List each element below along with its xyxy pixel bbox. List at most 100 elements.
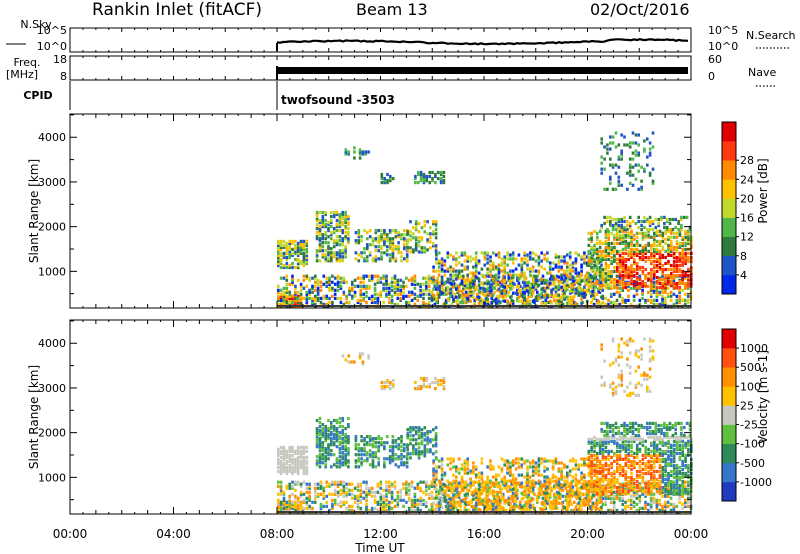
echo-cell [302,278,306,282]
echo-cell [279,253,283,257]
echo-cell [587,263,591,268]
echo-cell [521,286,525,290]
echo-cell [647,290,650,294]
echo-cell [658,286,662,290]
echo-cell [672,278,676,282]
echo-cell [526,253,529,257]
echo-cell [570,502,573,506]
echo-cell [403,455,406,459]
echo-cell [661,239,665,243]
echo-cell [643,169,646,173]
echo-cell [592,492,596,496]
echo-cell [319,506,323,510]
echo-cell [416,508,420,512]
echo-cell [427,300,431,304]
echo-cell [434,232,438,236]
echo-cell [388,461,392,465]
echo-cell [520,299,524,303]
echo-cell [490,302,494,306]
echo-cell [563,261,566,265]
echo-cell [607,229,610,233]
echo-cell [302,455,306,459]
echo-cell [627,276,630,280]
echo-cell [447,488,451,492]
echo-cell [413,282,417,286]
echo-cell [503,261,506,265]
echo-cell [627,504,630,508]
echo-cell [425,482,428,486]
echo-cell [641,492,644,496]
echo-cell [655,263,659,268]
echo-cell [344,249,347,253]
echo-cell [469,285,472,289]
echo-cell [360,255,363,259]
echo-cell [526,299,529,303]
echo-cell [473,298,476,302]
echo-cell [681,494,684,498]
echo-cell [627,271,630,276]
echo-cell [291,253,294,257]
echo-cell [455,283,458,287]
echo-cell [466,257,469,261]
echo-cell [442,288,445,292]
echo-cell [327,223,330,227]
echo-cell [377,237,380,241]
echo-cell [472,291,475,295]
echo-cell [322,490,326,494]
echo-cell [385,276,388,280]
echo-cell [661,278,665,282]
echo-cell [621,278,625,282]
echo-cell [650,269,653,274]
echo-cell [442,484,445,488]
echo-cell [291,282,294,286]
echo-cell [353,146,356,150]
echo-cell [318,219,322,223]
echo-cell [405,488,408,492]
echo-cell [598,229,602,233]
echo-cell [370,486,374,490]
echo-cell [627,241,630,245]
echo-cell [374,455,378,459]
echo-cell [571,265,575,269]
echo-cell [603,221,606,226]
echo-cell [419,496,422,500]
echo-cell [499,490,502,494]
echo-cell [348,504,351,508]
echo-cell [574,271,578,275]
echo-cell [318,221,322,225]
echo-cell [616,235,619,239]
echo-cell [299,494,303,498]
echo-cell [510,298,513,302]
echo-cell [566,279,569,283]
echo-cell [667,251,670,255]
echo-cell [285,247,289,251]
echo-cell [627,298,630,302]
echo-cell [655,502,659,506]
echo-cell [553,282,556,286]
echo-cell [296,498,300,502]
echo-cell [406,238,409,242]
echo-cell [277,288,280,292]
echo-cell [277,502,280,506]
echo-cell [356,502,360,506]
echo-cell [548,271,552,275]
echo-cell [294,506,297,510]
echo-cell [575,488,579,492]
echo-cell [277,459,280,463]
echo-cell [504,294,508,298]
echo-cell [425,484,428,488]
echo-cell [318,439,322,443]
echo-cell [551,295,555,299]
echo-cell [439,284,442,288]
echo-cell [383,179,386,183]
echo-cell [335,433,339,437]
echo-cell [434,172,437,177]
echo-cell [282,465,286,470]
echo-cell [305,486,309,490]
echo-cell [338,461,342,465]
echo-cell [466,293,469,297]
echo-cell [466,275,469,279]
echo-cell [333,488,337,492]
echo-cell [335,435,339,439]
echo-cell [336,280,340,284]
